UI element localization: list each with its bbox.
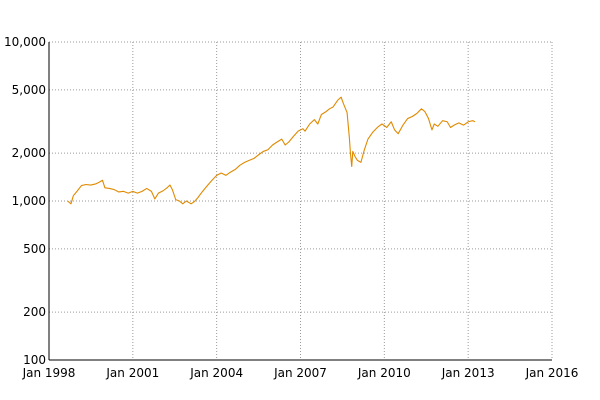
y-tick-label: 2,000 [12, 146, 46, 160]
grid-layer [48, 41, 553, 361]
series-line-1 [67, 96, 476, 205]
y-tick-label: 5,000 [12, 83, 46, 97]
axis-layer [48, 42, 552, 361]
series-layer [67, 96, 476, 205]
tick-label-layer: 100 200 500 1,000 2,000 5,000 10,000 Jan 1998 Ja… [4, 35, 578, 380]
x-tick-label: Jan 2013 [441, 366, 495, 380]
x-tick-label: Jan 1998 [22, 366, 76, 380]
y-tick-label: 1,000 [12, 194, 46, 208]
x-tick-label: Jan 2016 [525, 366, 579, 380]
x-tick-label: Jan 2004 [189, 366, 243, 380]
x-tick-label: Jan 2007 [273, 366, 327, 380]
x-tick-label: Jan 2010 [357, 366, 411, 380]
y-tick-label: 10,000 [4, 35, 46, 49]
y-tick-label: 200 [23, 305, 46, 319]
x-tick-label: Jan 2001 [105, 366, 159, 380]
y-tick-label: 100 [23, 353, 46, 367]
y-tick-label: 500 [23, 242, 46, 256]
